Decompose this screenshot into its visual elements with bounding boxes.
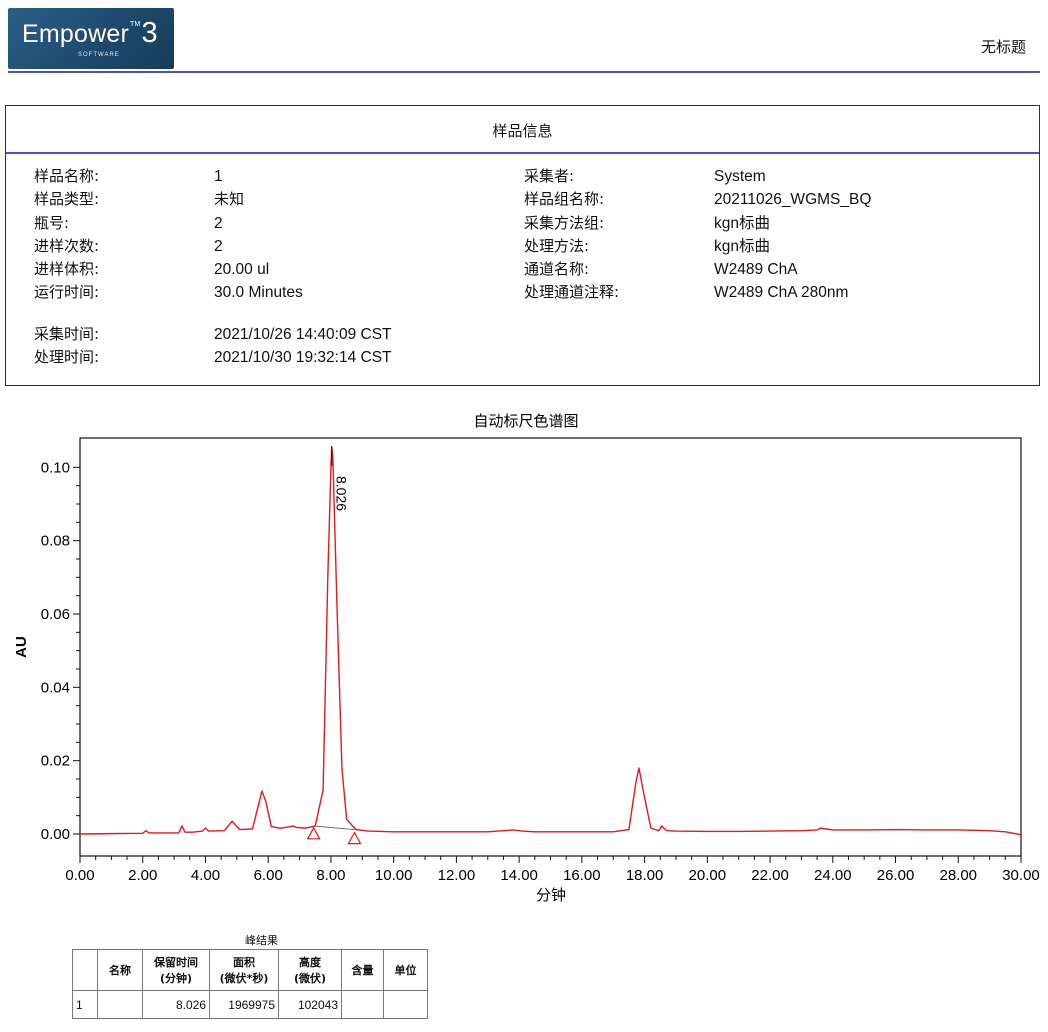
info-value: kgn标曲 [714, 214, 770, 232]
table-header: 含量 [341, 949, 384, 991]
x-tick-label: 28.00 [939, 867, 977, 884]
peak-table-title: 峰结果 [245, 934, 278, 947]
table-cell: 1969975 [209, 990, 279, 1019]
y-tick-label: 0.04 [41, 679, 70, 696]
info-value: 2 [214, 214, 223, 232]
y-tick-label: 0.00 [41, 826, 70, 843]
y-tick-label: 0.08 [41, 533, 70, 550]
x-tick-label: 14.00 [500, 867, 538, 884]
table-row: 1 8.026 1969975 102043 [72, 990, 428, 1019]
info-value: 2021/10/26 14:40:09 CST [214, 325, 392, 343]
info-label: 处理通道注释: [524, 283, 620, 302]
y-axis: 0.00 0.02 0.04 0.06 0.08 0.10 [41, 459, 80, 843]
info-label: 处理时间: [34, 348, 100, 367]
x-tick-label: 6.00 [254, 867, 283, 884]
info-value: 2021/10/30 19:32:14 CST [214, 349, 392, 367]
x-axis-label: 分钟 [536, 886, 566, 904]
sample-info-divider [6, 152, 1039, 154]
table-cell [383, 990, 428, 1019]
chromatogram-chart: 自动标尺色谱图 0.00 2.00 4.00 6.00 8.00 10.00 12.00 14… [13, 412, 1040, 904]
x-tick-label: 12.00 [438, 867, 476, 884]
peak-label: 8.026 [334, 476, 350, 511]
info-value: 1 [214, 168, 223, 185]
document-title: 无标题 [980, 38, 1026, 56]
x-tick-label: 26.00 [877, 867, 915, 884]
baseline-marker [306, 826, 321, 840]
sample-info-title: 样品信息 [492, 122, 553, 140]
sample-info-panel: 样品信息 样品名称: 1 采集者: System 样品类型: 未知 样品组名称:… [5, 105, 1040, 386]
table-header: 面积 (微伏*秒) [209, 949, 279, 991]
table-cell: 1 [72, 990, 98, 1019]
info-value: W2489 ChA 280nm [714, 284, 849, 302]
baseline-marker [347, 831, 362, 845]
integration-baseline [313, 825, 355, 830]
logo-wordmark: EmpowerTM3 [22, 17, 158, 49]
info-label: 处理方法: [524, 236, 590, 255]
table-cell: 8.026 [142, 990, 210, 1019]
info-label: 样品类型: [34, 190, 100, 209]
table-cell [341, 990, 384, 1019]
x-tick-label: 10.00 [375, 867, 413, 884]
info-value: 2 [214, 237, 223, 255]
table-cell: 102043 [278, 990, 342, 1019]
plot-frame [79, 437, 1022, 857]
y-tick-label: 0.10 [41, 459, 70, 476]
info-label: 采集方法组: [524, 213, 605, 232]
table-header: 单位 [383, 949, 428, 991]
info-label: 通道名称: [524, 260, 590, 279]
info-value: System [714, 168, 766, 185]
info-value: 20.00 ul [214, 261, 270, 279]
table-header: 名称 [97, 949, 143, 991]
info-value: kgn标曲 [714, 237, 770, 255]
info-label: 进样体积: [34, 260, 100, 279]
y-tick-label: 0.06 [41, 606, 70, 623]
logo-subtitle: SOFTWARE [78, 52, 120, 58]
x-tick-label: 30.00 [1002, 867, 1040, 884]
x-tick-label: 24.00 [814, 867, 852, 884]
x-tick-label: 18.00 [626, 867, 664, 884]
info-label: 采集时间: [34, 324, 100, 343]
chart-title: 自动标尺色谱图 [473, 412, 578, 430]
empower-logo: EmpowerTM3 SOFTWARE [8, 8, 174, 69]
info-value: 30.0 Minutes [214, 284, 303, 302]
peak-results-table: 名称 保留时间 (分钟) 面积 (微伏*秒) 高度 (微伏) 含量 单位 1 8.02… [72, 949, 428, 1019]
table-header: 高度 (微伏) [278, 949, 342, 991]
table-header [72, 949, 98, 991]
info-value: 未知 [214, 190, 245, 209]
table-header: 保留时间 (分钟) [142, 949, 210, 991]
header-divider [8, 71, 1040, 73]
x-tick-label: 2.00 [128, 867, 157, 884]
chromatogram-trace [79, 446, 1022, 836]
info-label: 运行时间: [34, 283, 100, 302]
x-tick-label: 0.00 [65, 867, 94, 884]
info-label: 采集者: [524, 167, 575, 185]
x-tick-label: 4.00 [191, 867, 220, 884]
x-axis: 0.00 2.00 4.00 6.00 8.00 10.00 12.00 14.00 16.00… [65, 856, 1040, 884]
info-value: W2489 ChA [714, 261, 798, 279]
y-axis-label: AU [13, 636, 30, 658]
info-label: 进样次数: [34, 236, 100, 255]
x-tick-label: 16.00 [563, 867, 601, 884]
x-tick-label: 20.00 [689, 867, 727, 884]
info-label: 瓶号: [34, 213, 70, 232]
sample-info-grid: 样品名称: 1 采集者: System 样品类型: 未知 样品组名称: 2021… [34, 165, 1014, 369]
info-label: 样品组名称: [524, 190, 605, 209]
series-layer: 8.026 [79, 446, 1022, 845]
y-tick-label: 0.02 [41, 753, 70, 770]
table-cell [97, 990, 143, 1019]
x-tick-label: 22.00 [751, 867, 789, 884]
info-value: 20211026_WGMS_BQ [714, 191, 872, 209]
info-label: 样品名称: [34, 167, 100, 185]
x-tick-label: 8.00 [316, 867, 345, 884]
